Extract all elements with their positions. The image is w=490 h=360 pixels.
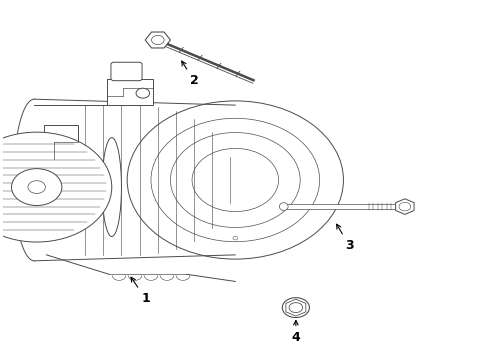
Circle shape (28, 181, 46, 193)
FancyBboxPatch shape (107, 78, 153, 105)
FancyBboxPatch shape (111, 62, 142, 81)
FancyBboxPatch shape (44, 125, 78, 159)
Ellipse shape (102, 138, 122, 237)
Circle shape (151, 35, 164, 45)
Bar (284, 204, 405, 210)
Text: 3: 3 (337, 224, 353, 252)
Text: 2: 2 (182, 61, 198, 87)
Ellipse shape (14, 99, 55, 261)
Text: 1: 1 (131, 277, 150, 305)
Text: 4: 4 (292, 320, 300, 344)
Ellipse shape (279, 203, 288, 211)
Bar (34, 99, 222, 261)
Circle shape (399, 202, 411, 211)
Circle shape (233, 237, 238, 240)
Circle shape (11, 168, 62, 206)
Circle shape (127, 101, 343, 259)
Circle shape (282, 298, 309, 318)
Circle shape (289, 303, 303, 312)
Polygon shape (395, 199, 414, 215)
Polygon shape (145, 32, 171, 48)
Circle shape (136, 88, 149, 98)
Circle shape (0, 132, 112, 242)
